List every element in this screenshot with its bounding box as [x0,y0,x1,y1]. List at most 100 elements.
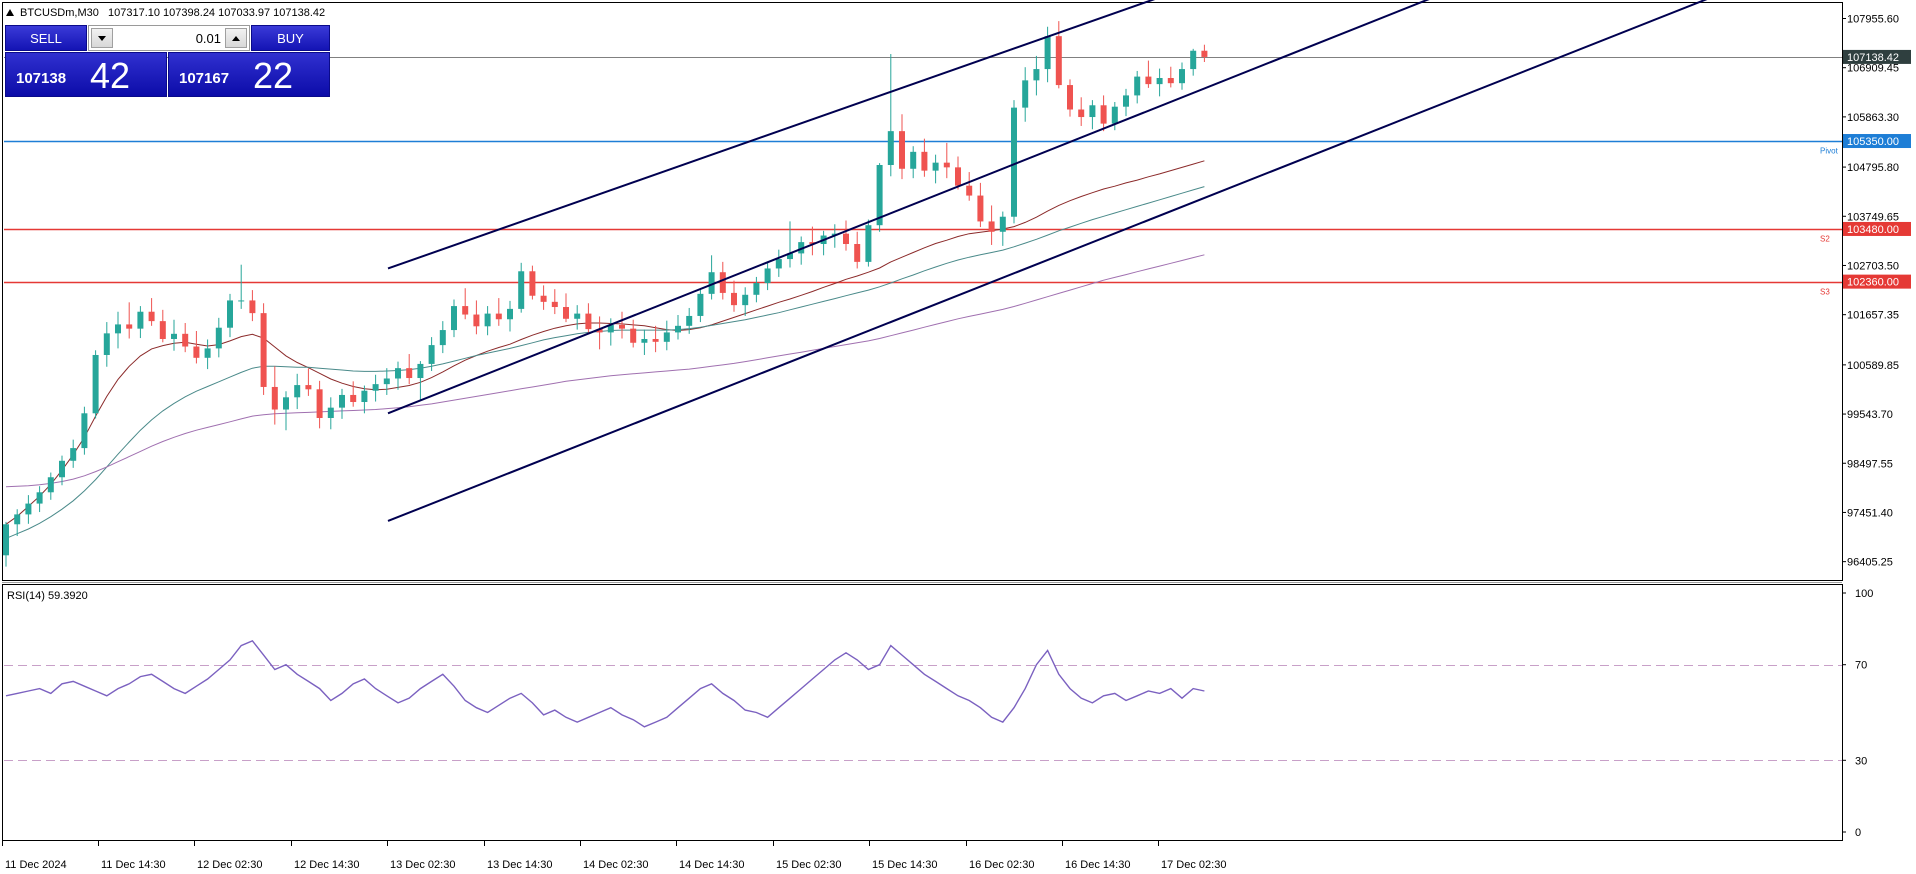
candle-body [910,151,917,169]
candle-body [159,321,166,339]
candle-body [1190,50,1197,70]
rsi-tick-label: 0 [1855,827,1861,839]
price-tick-label: 105863.30 [1847,112,1899,124]
candle-body [271,386,278,410]
price-tick-label: 101657.35 [1847,310,1899,322]
candle-body [719,272,726,293]
candle-body [1022,80,1029,108]
candle-body [1044,36,1051,70]
rsi-tick-label: 30 [1855,755,1867,767]
candle-body [641,338,648,343]
candle-body [652,338,659,342]
candle-body [999,216,1006,232]
candle-body [137,311,144,329]
rsi-panel-frame [2,584,1843,841]
time-tick-label: 11 Dec 2024 [5,859,67,871]
candle-body [383,378,390,385]
candle-body [630,328,637,343]
price-tick-label: 98497.55 [1847,458,1893,470]
candle-body [36,492,43,504]
main-chart: Pivot S2 S3 107955.60 106909.45 105863.30 104… [3,0,1911,569]
candle-body [148,311,155,322]
candle-body [3,524,9,556]
candle-body [495,313,502,320]
candle-body [1011,107,1017,217]
candle-body [540,295,547,302]
candle-body [462,306,469,315]
candle-body [81,413,88,449]
level-label-s2: S2 [1820,235,1830,244]
candle-body [204,348,211,358]
candle-body [775,259,782,269]
candle-body [327,407,334,418]
candle-body [854,244,861,262]
candle-body [451,306,457,331]
ohlc-readout: 107317.10 107398.24 107033.97 107138.42 [108,7,325,19]
price-tick-label: 104795.80 [1847,162,1899,174]
moving-averages [5,160,1205,539]
candle-body [484,313,491,327]
candle-body [518,271,525,309]
lot-decrease-button[interactable] [91,28,113,48]
candle-body [1078,109,1085,118]
candle-body [1055,36,1062,86]
channel-line [387,0,1156,270]
price-tick-label: 96405.25 [1847,557,1893,569]
candle-body [473,314,480,327]
candle-body [92,354,99,414]
candle-body [1145,76,1152,85]
candle-body [574,313,581,319]
time-tick-label: 16 Dec 02:30 [969,859,1034,871]
candle-body [943,162,950,168]
buy-button[interactable]: BUY [251,25,330,51]
time-tick-label: 15 Dec 02:30 [776,859,841,871]
lot-increase-button[interactable] [225,28,247,48]
time-tick-label: 13 Dec 14:30 [487,859,552,871]
candle-body [955,167,961,186]
symbol-timeframe: BTCUSDm,M30 [20,7,99,19]
candle-body [439,330,446,346]
lot-size-input[interactable] [115,29,223,47]
level-label-s3: S3 [1820,288,1830,297]
candle-body [563,307,569,319]
price-tick-label: 102703.50 [1847,260,1899,272]
collapse-arrow-icon[interactable] [6,9,14,16]
candle-body [1134,76,1141,96]
candle-body [103,333,110,355]
candle-body [731,292,737,306]
candle-body [417,363,424,379]
candle-body [316,389,323,418]
rsi-line [5,639,1205,728]
candle-body [1201,50,1208,57]
candle-body [115,324,121,334]
candle-body [305,385,312,390]
time-tick-label: 17 Dec 02:30 [1161,859,1226,871]
time-tick-label: 12 Dec 14:30 [294,859,359,871]
candle-body [977,195,984,222]
candle-body [372,384,379,391]
candle-body [395,368,401,379]
candle-body [619,324,625,329]
rsi-tick-label: 70 [1855,660,1867,672]
buy-price-main: 107167 [179,70,230,87]
time-tick-label: 12 Dec 02:30 [197,859,262,871]
price-tick-label: 106909.45 [1847,63,1899,75]
main-chart-frame [2,2,1843,581]
candle-body [182,333,189,347]
current-price-tag-text: 107138.42 [1847,52,1899,64]
candle-body [798,242,805,254]
candle-body [809,242,816,245]
candle-body [899,131,905,169]
candle-body [742,294,749,306]
sell-price-button[interactable]: 107138 42 [5,52,167,97]
candle-body [14,514,21,525]
candle-body [126,324,133,329]
price-tags: 105350.00 103480.00 102360.00 107138.42 [1843,49,1911,289]
sell-button[interactable]: SELL [5,25,87,51]
buy-price-button[interactable]: 107167 22 [168,52,330,97]
candle-body [585,313,592,330]
time-tick-label: 14 Dec 02:30 [583,859,648,871]
sell-price-pips: 42 [90,55,131,96]
candle-body [47,477,54,493]
